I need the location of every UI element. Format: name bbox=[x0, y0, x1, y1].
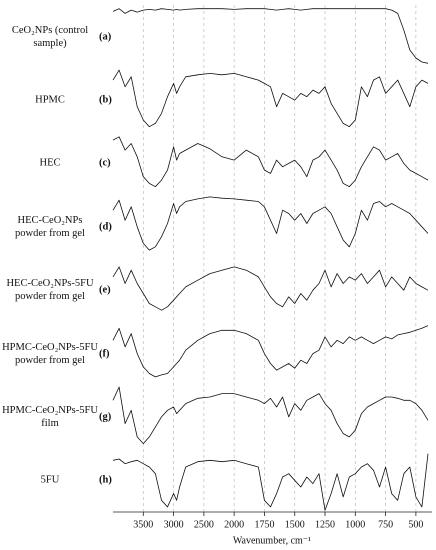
x-tick-label: 2000 bbox=[224, 519, 244, 530]
x-tick-label: 750 bbox=[378, 519, 393, 530]
series-label: (h) bbox=[99, 474, 112, 486]
series-name: 5FU bbox=[40, 474, 60, 486]
x-tick-label: 1750 bbox=[254, 519, 274, 530]
spectrum-line bbox=[112, 386, 429, 444]
spectrum-line bbox=[112, 136, 429, 188]
spectrum-line bbox=[112, 8, 429, 64]
series-label: (a) bbox=[99, 31, 112, 43]
x-tick-label: 3500 bbox=[133, 519, 153, 530]
spectrum-line bbox=[112, 196, 429, 251]
x-tick-label: 2500 bbox=[194, 519, 214, 530]
series-name: HEC-CeO₂NPs powder from gel bbox=[15, 214, 85, 239]
x-tick-label: 500 bbox=[408, 519, 423, 530]
series-name: HEC bbox=[39, 157, 61, 169]
spectrum-line bbox=[112, 453, 429, 511]
x-axis-title: Wavenumber, cm⁻¹ bbox=[233, 535, 311, 546]
series-name: HPMC bbox=[35, 94, 65, 106]
series-label: (e) bbox=[99, 284, 111, 296]
series-name: CeO₂NPs (control sample) bbox=[11, 24, 89, 49]
series-label: (g) bbox=[99, 411, 112, 423]
series-label: (d) bbox=[99, 221, 112, 233]
spectrum-line bbox=[112, 266, 429, 311]
x-tick-label: 3000 bbox=[164, 519, 184, 530]
x-tick-label: 1500 bbox=[285, 519, 305, 530]
series-name: HEC-CeO₂NPs-5FU powder from gel bbox=[6, 278, 94, 303]
spectrum-line bbox=[112, 325, 429, 378]
series-label: (b) bbox=[99, 94, 112, 106]
series-label: (c) bbox=[99, 157, 111, 169]
series-name: HPMC-CeO₂NPs-5FU film bbox=[2, 404, 98, 429]
x-tick-label: 1250 bbox=[315, 519, 335, 530]
series-label: (f) bbox=[99, 348, 110, 360]
spectrum-line bbox=[112, 69, 429, 128]
x-tick-label: 1000 bbox=[345, 519, 365, 530]
series-name: HPMC-CeO₂NPs-5FU powder from gel bbox=[2, 341, 98, 366]
